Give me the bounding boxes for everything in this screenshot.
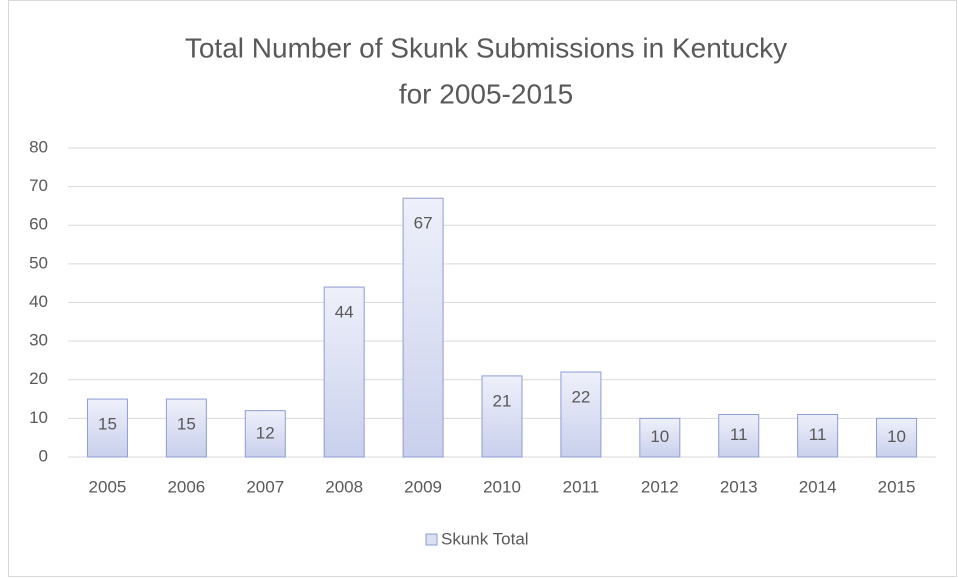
data-label: 10 xyxy=(887,427,906,446)
x-tick-label: 2014 xyxy=(799,477,837,496)
y-tick-label: 0 xyxy=(39,446,48,465)
x-tick-label: 2015 xyxy=(878,477,916,496)
x-tick-label: 2008 xyxy=(325,477,363,496)
y-tick-label: 70 xyxy=(29,176,48,195)
x-tick-label: 2012 xyxy=(641,477,679,496)
x-tick-label: 2005 xyxy=(89,477,127,496)
y-tick-label: 60 xyxy=(29,215,48,234)
y-tick-label: 10 xyxy=(29,408,48,427)
y-tick-label: 80 xyxy=(29,137,48,156)
bar xyxy=(718,414,760,458)
bar xyxy=(876,417,918,458)
legend-swatch xyxy=(425,533,438,546)
data-label: 11 xyxy=(730,425,748,444)
data-label: 44 xyxy=(335,303,354,322)
bar xyxy=(165,398,207,458)
y-tick-label: 20 xyxy=(29,369,48,388)
x-tick-label: 2006 xyxy=(167,477,205,496)
chart-frame xyxy=(8,0,957,577)
data-label: 21 xyxy=(493,391,512,410)
data-label: 67 xyxy=(414,214,433,233)
bar xyxy=(244,410,286,458)
x-tick-label: 2013 xyxy=(720,477,758,496)
y-tick-label: 30 xyxy=(29,331,48,350)
x-tick-label: 2011 xyxy=(563,477,600,496)
y-tick-label: 40 xyxy=(29,292,48,311)
bar xyxy=(639,417,681,458)
data-label: 11 xyxy=(809,425,827,444)
x-tick-label: 2010 xyxy=(483,477,521,496)
chart-title: for 2005-2015 xyxy=(399,78,573,109)
chart-title: Total Number of Skunk Submissions in Ken… xyxy=(185,32,787,63)
x-tick-label: 2009 xyxy=(404,477,442,496)
bar xyxy=(86,398,128,458)
data-label: 12 xyxy=(256,423,275,442)
bar xyxy=(402,197,444,458)
bar xyxy=(323,286,365,458)
data-label: 15 xyxy=(177,415,196,434)
legend-label: Skunk Total xyxy=(441,529,529,548)
bar xyxy=(560,371,602,458)
data-label: 10 xyxy=(650,427,669,446)
bar xyxy=(797,414,839,458)
data-label: 22 xyxy=(571,388,590,407)
y-tick-label: 50 xyxy=(29,253,48,272)
bar xyxy=(481,375,523,458)
data-label: 15 xyxy=(98,415,117,434)
x-tick-label: 2007 xyxy=(246,477,284,496)
